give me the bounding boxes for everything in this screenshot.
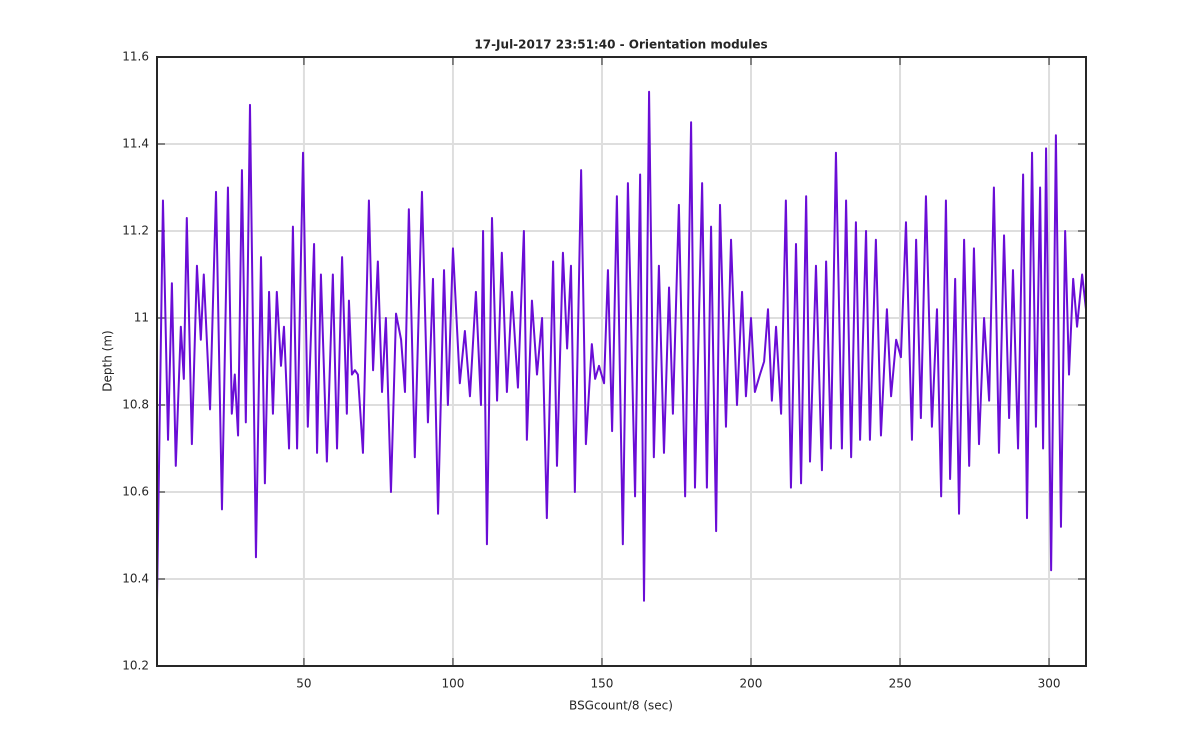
data-line bbox=[156, 90, 1087, 602]
x-tick-label: 250 bbox=[889, 677, 912, 691]
y-tick-label: 11.2 bbox=[122, 224, 149, 238]
y-tick-label: 11 bbox=[134, 311, 149, 325]
x-tick-label: 150 bbox=[591, 677, 614, 691]
y-tick-label: 11.6 bbox=[122, 50, 149, 64]
x-tick-label: 300 bbox=[1038, 677, 1061, 691]
y-tick-label: 11.4 bbox=[122, 137, 149, 151]
plot-frame bbox=[156, 56, 1087, 667]
y-axis-label: Depth (m) bbox=[101, 330, 115, 391]
x-tick-label: 50 bbox=[296, 677, 311, 691]
chart-title: 17-Jul-2017 23:51:40 - Orientation modul… bbox=[474, 38, 767, 52]
y-tick-label: 10.8 bbox=[122, 398, 149, 412]
y-tick-label: 10.4 bbox=[122, 572, 149, 586]
y-tick-label: 10.2 bbox=[122, 659, 149, 673]
x-tick-label: 100 bbox=[442, 677, 465, 691]
x-axis-label: BSGcount/8 (sec) bbox=[569, 699, 673, 713]
x-tick-label: 200 bbox=[740, 677, 763, 691]
y-tick-label: 10.6 bbox=[122, 485, 149, 499]
